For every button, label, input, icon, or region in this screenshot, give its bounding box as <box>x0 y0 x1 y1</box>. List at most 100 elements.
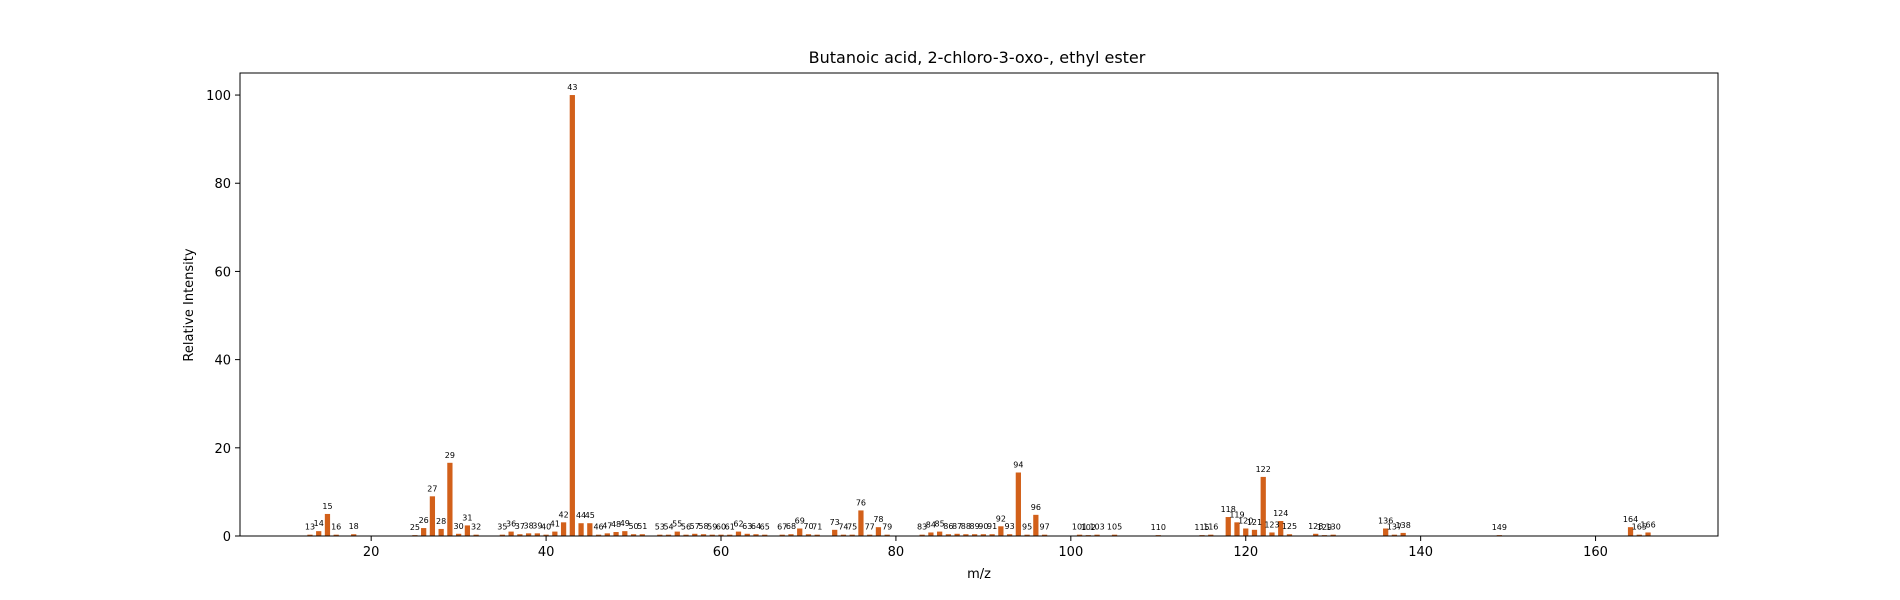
bar-mz-91 <box>989 534 995 536</box>
bar-mz-15 <box>324 513 331 536</box>
data-label-mz-31: 31 <box>462 513 472 522</box>
bar-mz-65 <box>762 534 768 536</box>
data-label-mz-76: 76 <box>856 498 866 507</box>
data-label-mz-63: 63 <box>742 522 752 531</box>
y-tick-label-100: 100 <box>206 89 231 104</box>
bar-mz-138 <box>1400 532 1406 536</box>
data-label-mz-45: 45 <box>585 511 595 520</box>
bar-mz-103 <box>1094 534 1100 536</box>
bar-mz-43 <box>569 95 575 537</box>
data-label-mz-110: 110 <box>1151 523 1166 532</box>
data-label-mz-36: 36 <box>506 520 516 529</box>
data-label-mz-102: 102 <box>1081 523 1096 532</box>
bar-mz-90 <box>980 534 986 536</box>
bar-mz-30 <box>456 533 462 536</box>
data-label-mz-93: 93 <box>1005 522 1015 531</box>
bar-mz-94 <box>1015 472 1021 536</box>
y-tick-label-0: 0 <box>223 530 231 545</box>
data-label-mz-32: 32 <box>471 523 481 532</box>
data-label-mz-83: 83 <box>917 523 927 532</box>
bar-mz-76 <box>858 510 864 536</box>
data-label-mz-62: 62 <box>733 520 743 529</box>
bar-mz-40 <box>543 534 549 536</box>
data-label-mz-42: 42 <box>558 510 568 519</box>
data-label-mz-28: 28 <box>436 517 446 526</box>
data-label-mz-49: 49 <box>620 519 630 528</box>
data-label-mz-41: 41 <box>550 520 560 529</box>
data-label-mz-26: 26 <box>419 516 429 525</box>
data-label-mz-46: 46 <box>593 523 603 532</box>
x-tick-label-120: 120 <box>1233 545 1258 560</box>
bar-mz-92 <box>998 526 1004 536</box>
bar-mz-68 <box>788 534 794 536</box>
data-label-mz-137: 137 <box>1387 523 1402 532</box>
bar-mz-28 <box>438 528 444 536</box>
y-tick-label-80: 80 <box>214 177 231 192</box>
data-label-mz-65: 65 <box>760 523 770 532</box>
data-label-mz-122: 122 <box>1256 465 1271 474</box>
bar-mz-124 <box>1278 521 1284 536</box>
data-label-mz-29: 29 <box>445 451 455 460</box>
data-label-mz-103: 103 <box>1089 523 1104 532</box>
data-label-mz-58: 58 <box>698 522 708 531</box>
bar-mz-75 <box>849 534 855 536</box>
bar-mz-54 <box>665 534 672 536</box>
data-label-mz-85: 85 <box>935 520 945 529</box>
bar-mz-62 <box>735 531 742 536</box>
data-label-mz-88: 88 <box>961 522 971 531</box>
data-label-mz-128: 128 <box>1308 522 1323 531</box>
bar-mz-122 <box>1260 476 1266 536</box>
data-label-mz-87: 87 <box>952 522 962 531</box>
y-axis: 0 20 40 60 80 100 <box>206 89 240 545</box>
data-label-mz-75: 75 <box>847 523 857 532</box>
bar-mz-13 <box>307 534 313 536</box>
bar-mz-96 <box>1033 514 1039 536</box>
data-label-mz-16: 16 <box>331 523 341 532</box>
bar-mz-47 <box>604 533 610 536</box>
bar-mz-130 <box>1330 534 1336 536</box>
data-label-mz-95: 95 <box>1022 523 1032 532</box>
data-label-mz-43: 43 <box>567 83 577 92</box>
bar-mz-118 <box>1225 517 1231 536</box>
data-label-mz-74: 74 <box>838 523 848 532</box>
data-label-mz-60: 60 <box>716 523 726 532</box>
x-axis-label: m/z <box>967 567 991 582</box>
data-label-mz-136: 136 <box>1378 517 1393 526</box>
bar-mz-166 <box>1645 532 1651 536</box>
data-label-mz-53: 53 <box>655 523 665 532</box>
x-tick-label-60: 60 <box>713 545 730 560</box>
data-label-mz-166: 166 <box>1640 520 1655 529</box>
data-label-mz-124: 124 <box>1273 509 1288 518</box>
x-tick-label-160: 160 <box>1583 545 1608 560</box>
data-label-mz-48: 48 <box>611 520 621 529</box>
x-tick-label-100: 100 <box>1058 545 1083 560</box>
data-label-mz-79: 79 <box>882 523 892 532</box>
bar-mz-59 <box>709 534 715 536</box>
bar-mz-57 <box>692 533 698 536</box>
bar-mz-79 <box>884 534 890 536</box>
bar-mz-63 <box>744 533 750 536</box>
bar-mz-39 <box>534 533 540 536</box>
bar-mz-165 <box>1636 534 1642 536</box>
bar-mz-89 <box>972 534 978 536</box>
bar-mz-70 <box>805 534 812 536</box>
bar-mz-44 <box>578 523 584 536</box>
y-tick-label-60: 60 <box>214 265 231 280</box>
bar-mz-120 <box>1243 528 1249 536</box>
data-label-mz-64: 64 <box>751 522 761 531</box>
bar-mz-137 <box>1391 534 1398 536</box>
data-label-mz-94: 94 <box>1013 461 1023 470</box>
bar-mz-35 <box>499 534 505 536</box>
bar-mz-29 <box>447 462 453 536</box>
chart-title: Butanoic acid, 2-chloro-3-oxo-, ethyl es… <box>809 48 1146 67</box>
data-label-mz-129: 129 <box>1317 523 1332 532</box>
data-label-mz-138: 138 <box>1396 521 1411 530</box>
bar-mz-77 <box>867 534 873 536</box>
data-label-mz-38: 38 <box>524 521 534 530</box>
bar-mz-49 <box>622 531 628 536</box>
data-label-mz-37: 37 <box>515 522 525 531</box>
bar-mz-37 <box>517 534 523 536</box>
bar-mz-41 <box>552 531 558 536</box>
data-label-mz-47: 47 <box>602 521 612 530</box>
